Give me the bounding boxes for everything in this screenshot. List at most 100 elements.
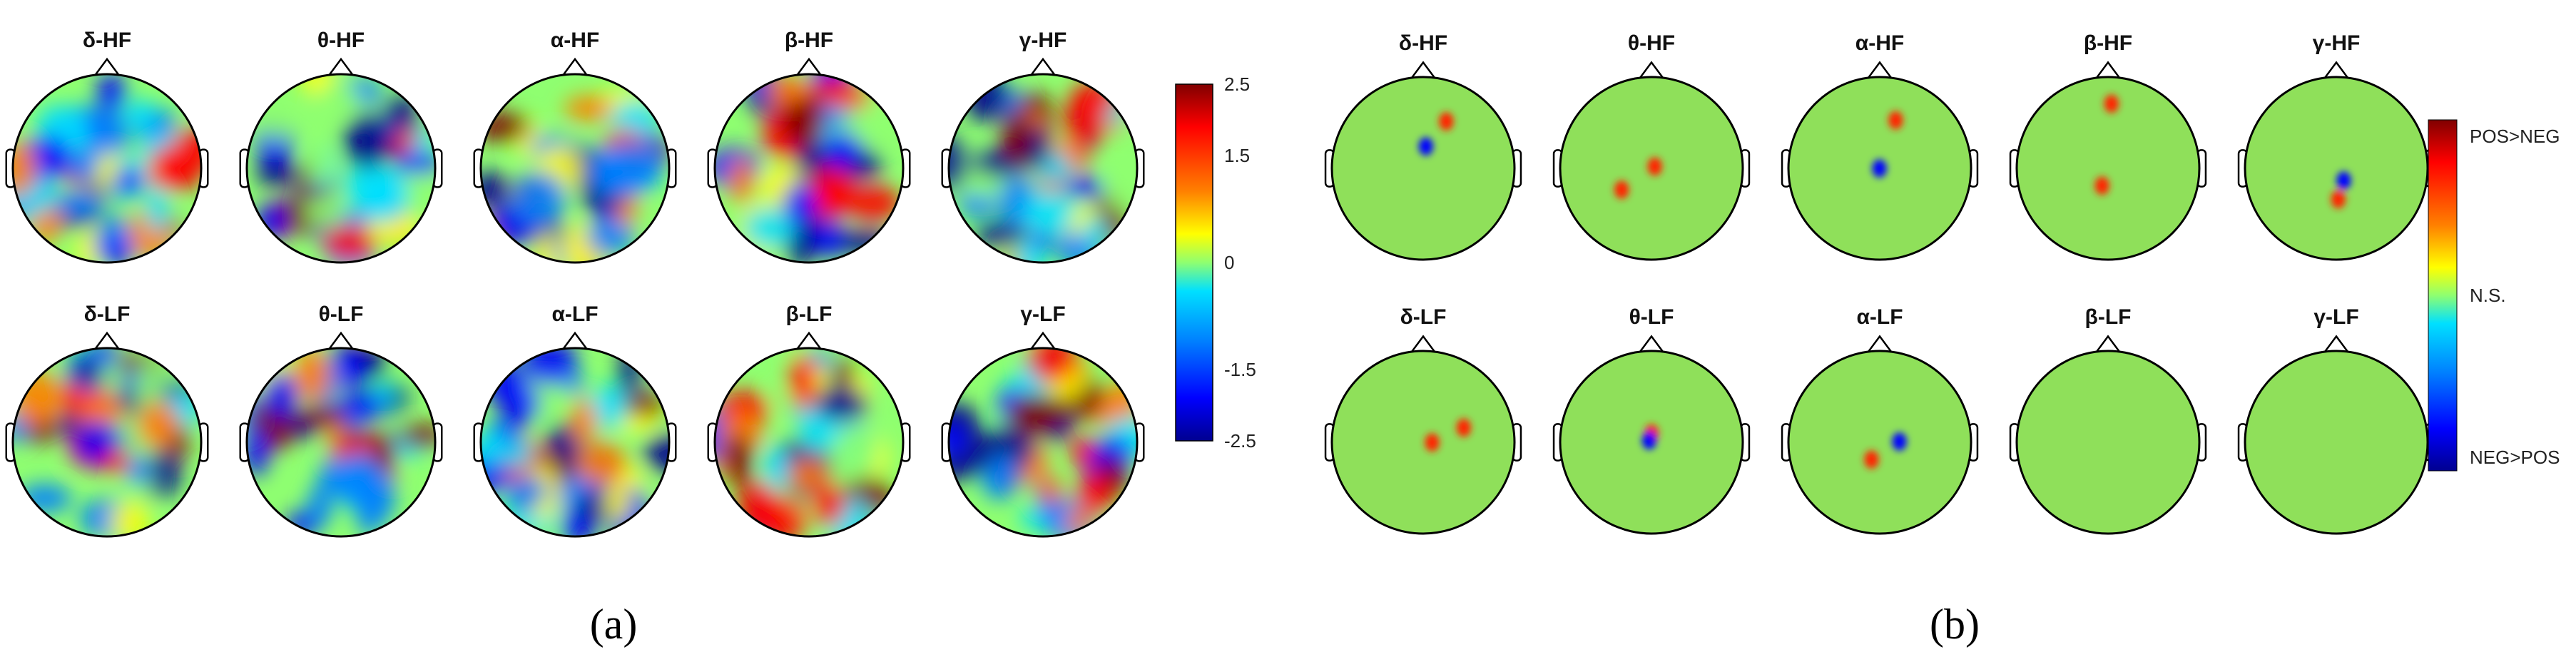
topomap-title: γ-LF xyxy=(2313,305,2358,329)
head-outline xyxy=(1559,350,1744,535)
head-outline xyxy=(1787,76,1972,261)
topomap-title: α-HF xyxy=(1855,31,1904,55)
topomap-b-γ-LF: γ-LF xyxy=(2237,305,2435,535)
caption-a: (a) xyxy=(590,601,638,648)
topomap-title: δ-LF xyxy=(1400,305,1447,329)
colorbar-b-label-neg: NEG>POS xyxy=(2470,447,2560,468)
nose-shape xyxy=(2095,61,2121,79)
topomap-fill xyxy=(949,74,1137,263)
colorbar-b-bar xyxy=(2428,119,2458,472)
topomap-fill xyxy=(1332,351,1514,534)
nose-shape xyxy=(1867,335,1893,353)
colorbar-a-tick-label: 2.5 xyxy=(1224,73,1250,95)
topomap-title: θ-LF xyxy=(1629,305,1674,329)
topomap-title: δ-HF xyxy=(83,29,131,52)
topomap-a-β-HF: β-HF xyxy=(707,29,911,264)
topomap-fill xyxy=(2017,77,2199,260)
head-outline xyxy=(2015,350,2201,535)
head-outline xyxy=(11,347,203,538)
topomap-fill xyxy=(2245,351,2428,534)
topomap-title: θ-LF xyxy=(319,302,364,326)
nose-shape xyxy=(93,57,121,76)
topomap-a-α-LF: α-LF xyxy=(473,302,677,538)
head-outline xyxy=(1559,76,1744,261)
colorbar-a-tick-label: -2.5 xyxy=(1224,430,1256,452)
topomap-fill xyxy=(949,348,1137,536)
nose-shape xyxy=(795,331,823,350)
topomap-fill xyxy=(2017,351,2199,534)
nose-shape xyxy=(1410,335,1436,353)
topomap-fill xyxy=(2245,77,2428,260)
topomap-fill xyxy=(1788,351,1971,534)
topomap-b-α-LF: α-LF xyxy=(1781,305,1979,535)
topomap-b-β-LF: β-LF xyxy=(2009,305,2207,535)
topomap-title: β-HF xyxy=(785,29,833,52)
topomap-a-δ-HF: δ-HF xyxy=(5,29,209,264)
colorbar-a-bar xyxy=(1175,83,1213,442)
head-outline xyxy=(1787,350,1972,535)
head-outline xyxy=(2244,76,2429,261)
topomap-fill xyxy=(13,348,201,536)
nose-shape xyxy=(1867,61,1893,79)
topomap-fill xyxy=(247,348,435,536)
nose-shape xyxy=(561,57,589,76)
topomap-fill xyxy=(715,74,903,263)
topomap-a-β-LF: β-LF xyxy=(707,302,911,538)
nose-shape xyxy=(1639,335,1664,353)
head-outline xyxy=(947,73,1139,264)
nose-shape xyxy=(561,331,589,350)
caption-b: (b) xyxy=(1930,601,1980,648)
panel-a: δ-HF θ-HF α-HF β-HF γ-HF δ-LF θ-LF α-LF β-LF γ-LF xyxy=(5,29,1145,538)
nose-shape xyxy=(2323,61,2349,79)
topomap-fill xyxy=(481,74,669,263)
topomap-title: γ-LF xyxy=(1020,302,1065,326)
topomap-title: δ-LF xyxy=(84,302,131,326)
colorbar-b-label-ns: N.S. xyxy=(2470,285,2506,306)
colorbar-a-tick-label: -1.5 xyxy=(1224,359,1256,380)
colorbar-a: 2.5 1.5 0 -1.5 -2.5 xyxy=(1175,73,1256,452)
topomap-a-θ-HF: θ-HF xyxy=(239,29,443,264)
colorbar-a-tick-label: 1.5 xyxy=(1224,145,1250,166)
head-outline xyxy=(245,347,437,538)
topomap-fill xyxy=(1788,77,1971,260)
topomap-title: θ-HF xyxy=(1628,31,1675,55)
head-outline xyxy=(2015,76,2201,261)
topomap-title: α-LF xyxy=(551,302,598,326)
topomap-title: β-LF xyxy=(2085,305,2132,329)
head-outline xyxy=(1330,350,1516,535)
topomap-fill xyxy=(1560,351,1743,534)
topomap-b-α-HF: α-HF xyxy=(1781,31,1979,261)
head-outline xyxy=(245,73,437,264)
topomap-fill xyxy=(13,74,201,263)
head-outline xyxy=(2244,350,2429,535)
colorbar-b: POS>NEG N.S. NEG>POS xyxy=(2428,119,2560,472)
colorbar-b-label-pos: POS>NEG xyxy=(2470,126,2560,147)
topomap-title: γ-HF xyxy=(2313,31,2361,55)
topomap-title: δ-HF xyxy=(1399,31,1447,55)
topomap-a-γ-LF: γ-LF xyxy=(941,302,1145,538)
topomap-title: β-HF xyxy=(2084,31,2132,55)
topomap-a-γ-HF: γ-HF xyxy=(941,29,1145,264)
head-outline xyxy=(947,347,1139,538)
topomap-a-δ-LF: δ-LF xyxy=(5,302,209,538)
topomap-title: α-LF xyxy=(1856,305,1903,329)
topomap-b-θ-HF: θ-HF xyxy=(1552,31,1751,261)
nose-shape xyxy=(2323,335,2349,353)
head-outline xyxy=(713,347,905,538)
topomap-title: γ-HF xyxy=(1019,29,1067,52)
nose-shape xyxy=(1029,57,1057,76)
topomap-b-θ-LF: θ-LF xyxy=(1552,305,1751,535)
topomap-fill xyxy=(1560,77,1743,260)
topomap-a-α-HF: α-HF xyxy=(473,29,677,264)
head-outline xyxy=(479,73,671,264)
topomap-fill xyxy=(481,348,669,536)
nose-shape xyxy=(2095,335,2121,353)
head-outline xyxy=(479,347,671,538)
colorbar-a-tick-label: 0 xyxy=(1224,252,1234,273)
head-outline xyxy=(11,73,203,264)
nose-shape xyxy=(93,331,121,350)
topomap-fill xyxy=(1332,77,1514,260)
nose-shape xyxy=(1639,61,1664,79)
topomap-title: θ-HF xyxy=(317,29,365,52)
